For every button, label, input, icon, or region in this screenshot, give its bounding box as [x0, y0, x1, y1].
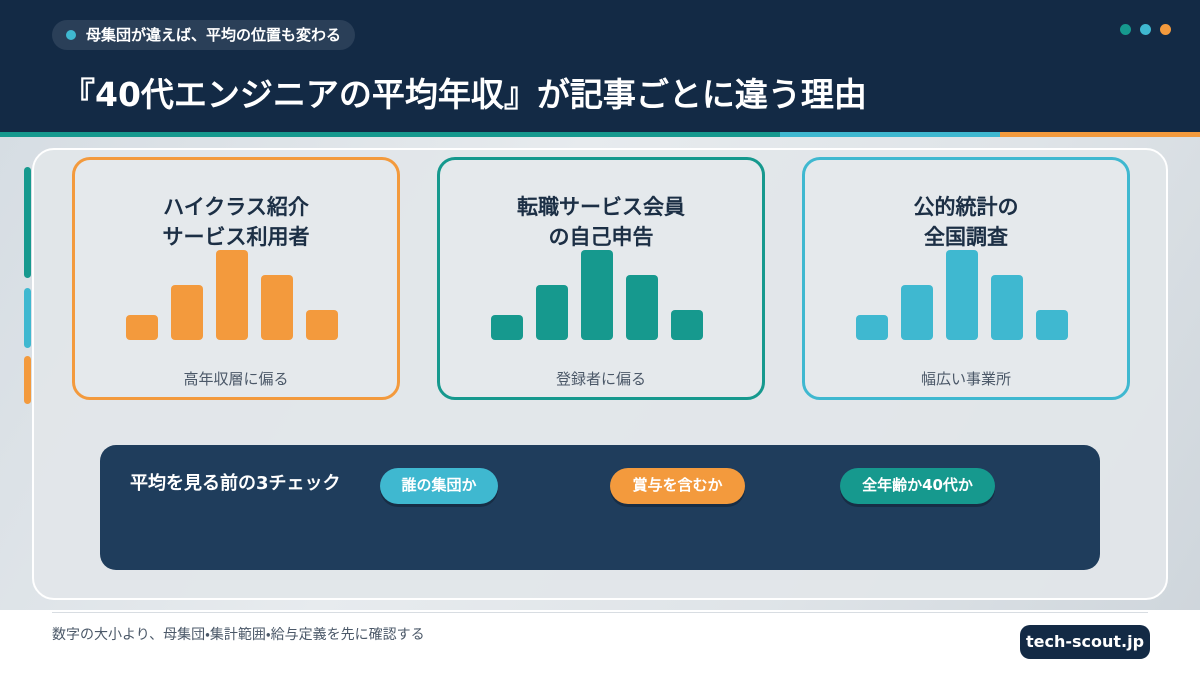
dot — [1120, 24, 1131, 35]
panel-caption: 幅広い事業所 — [920, 370, 1011, 388]
panel: 公的統計の全国調査幅広い事業所 — [802, 157, 1130, 400]
bar-icon — [126, 315, 158, 340]
side-bar — [24, 288, 31, 348]
check-pill: 全年齢か40代か — [840, 468, 995, 504]
bar-icon — [491, 315, 523, 340]
bar-icon — [261, 275, 293, 340]
bar-icon — [671, 310, 703, 340]
checklist-title: 平均を見る前の3チェック — [130, 473, 341, 494]
divider — [52, 612, 1148, 613]
bar-icon — [306, 310, 338, 340]
bar-icon — [991, 275, 1023, 340]
bar-icon — [171, 285, 203, 340]
bar-icon — [901, 285, 933, 340]
panel: ハイクラス紹介 サービス利用者高年収層に偏る — [72, 157, 400, 400]
brand: tech-scout.jp — [1020, 625, 1150, 659]
side-bar — [24, 356, 31, 404]
panel-title-line: サービス利用者 — [162, 225, 310, 249]
panel-caption: 高年収層に偏る — [183, 370, 289, 388]
side-bar — [24, 167, 31, 278]
panel-title-line: 転職サービス会員 — [517, 195, 685, 219]
stripe — [780, 132, 1000, 137]
bar-icon — [216, 250, 248, 340]
bar-icon — [946, 250, 978, 340]
badge: 母集団が違えば、平均の位置も変わる — [52, 20, 356, 50]
bar-icon — [856, 315, 888, 340]
dot — [1160, 24, 1171, 35]
panel-title: 転職サービス会員 の自己申告 — [440, 192, 762, 252]
bar-icon — [1036, 310, 1068, 340]
panel-title-line: ハイクラス紹介 — [163, 195, 309, 219]
stripe — [0, 132, 780, 137]
panel-title: 公的統計の 全国調査 — [805, 192, 1127, 252]
panel-title-line: の自己申告 — [548, 225, 654, 249]
stripe — [1000, 132, 1200, 137]
panel-title: ハイクラス紹介 サービス利用者 — [75, 192, 397, 252]
bar-icon — [626, 275, 658, 340]
check-pill: 賞与を含むか — [610, 468, 745, 504]
panel-title-line: 全国調査 — [924, 225, 1008, 249]
bar-icon — [581, 250, 613, 340]
footer-note: 数字の大小より、母集団・集計範囲・給与定義を先に確認する — [52, 627, 425, 643]
panel-title-line: 公的統計の — [913, 195, 1019, 219]
dot — [1140, 24, 1151, 35]
check-pill: 誰の集団か — [380, 468, 498, 504]
panel: 転職サービス会員 の自己申告登録者に偏る — [437, 157, 765, 400]
checklist: 平均を見る前の3チェック 誰の集団か 賞与を含むか 全年齢か40代か — [100, 445, 1100, 570]
panel-caption: 登録者に偏る — [555, 370, 646, 388]
bar-icon — [536, 285, 568, 340]
page-title: 『40代エンジニアの平均年収』が記事ごとに違う理由 — [62, 75, 867, 114]
